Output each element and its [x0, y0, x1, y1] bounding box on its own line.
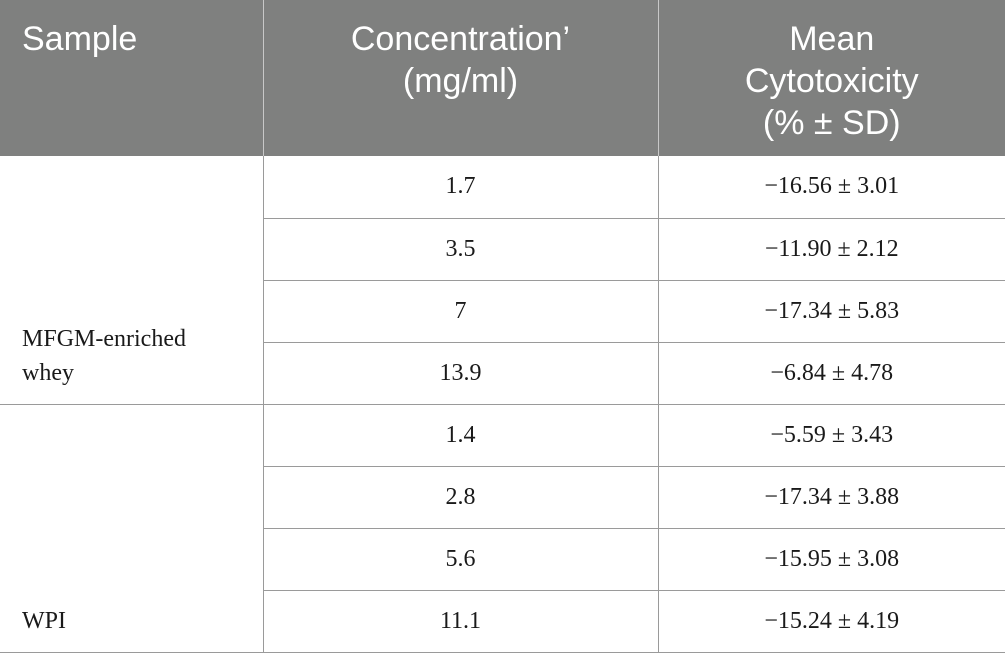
table-row: 11.1 −15.24 ± 4.19 — [0, 590, 1005, 653]
cytotoxicity-cell: −17.34 ± 3.88 — [657, 466, 1005, 529]
table-row: 7 −17.34 ± 5.83 — [0, 280, 1005, 343]
header-sample: Sample — [0, 0, 264, 156]
concentration-cell: 11.1 — [262, 590, 658, 653]
cytotoxicity-cell: −15.24 ± 4.19 — [657, 590, 1005, 653]
concentration-cell: 3.5 — [262, 218, 658, 281]
header-cytotoxicity-line1: Mean — [789, 20, 875, 58]
cytotoxicity-cell: −15.95 ± 3.08 — [657, 528, 1005, 591]
cytotoxicity-table-container: Sample Concentration’ (mg/ml) Mean Cytot… — [0, 0, 1005, 653]
cytotoxicity-cell: −17.34 ± 5.83 — [657, 280, 1005, 343]
table-row: 3.5 −11.90 ± 2.12 — [0, 218, 1005, 281]
table-body: MFGM-enriched whey 1.7 −16.56 ± 3.01 3.5… — [0, 156, 1005, 653]
header-concentration-line1: Concentration’ — [350, 20, 571, 58]
cytotoxicity-cell: −11.90 ± 2.12 — [657, 218, 1005, 281]
sample-label-line1: WPI — [22, 607, 66, 634]
concentration-cell: 2.8 — [262, 466, 658, 529]
concentration-cell: 1.7 — [262, 156, 658, 219]
sample-cell-wpi: WPI — [0, 404, 263, 653]
header-row: Sample Concentration’ (mg/ml) Mean Cytot… — [0, 0, 1005, 156]
sample-cell-mfgm: MFGM-enriched whey — [0, 156, 263, 405]
table-row: 2.8 −17.34 ± 3.88 — [0, 466, 1005, 529]
header-concentration-line2: (mg/ml) — [402, 62, 519, 100]
concentration-cell: 1.4 — [262, 404, 658, 467]
table-row: MFGM-enriched whey 1.7 −16.56 ± 3.01 — [0, 156, 1005, 405]
header-cytotoxicity-line2: Cytotoxicity — [744, 62, 919, 100]
cytotoxicity-table: Sample Concentration’ (mg/ml) Mean Cytot… — [0, 0, 1005, 653]
concentration-cell: 5.6 — [262, 528, 658, 591]
concentration-cell: 7 — [262, 280, 658, 343]
header-cytotoxicity-line3: (% ± SD) — [762, 104, 901, 142]
table-row: 5.6 −15.95 ± 3.08 — [0, 528, 1005, 591]
table-row: WPI 1.4 −5.59 ± 3.43 — [0, 404, 1005, 653]
cytotoxicity-cell: −5.59 ± 3.43 — [657, 404, 1005, 467]
cytotoxicity-cell: −6.84 ± 4.78 — [657, 342, 1005, 405]
table-header: Sample Concentration’ (mg/ml) Mean Cytot… — [0, 0, 1005, 156]
concentration-cell: 13.9 — [262, 342, 658, 405]
sample-label-line2: whey — [22, 359, 74, 386]
sample-label-line1: MFGM-enriched — [22, 325, 186, 352]
header-cytotoxicity: Mean Cytotoxicity (% ± SD) — [658, 0, 1005, 156]
header-sample-label: Sample — [22, 20, 138, 58]
table-row: 13.9 −6.84 ± 4.78 — [0, 342, 1005, 405]
cytotoxicity-cell: −16.56 ± 3.01 — [657, 156, 1005, 219]
header-concentration: Concentration’ (mg/ml) — [263, 0, 659, 156]
